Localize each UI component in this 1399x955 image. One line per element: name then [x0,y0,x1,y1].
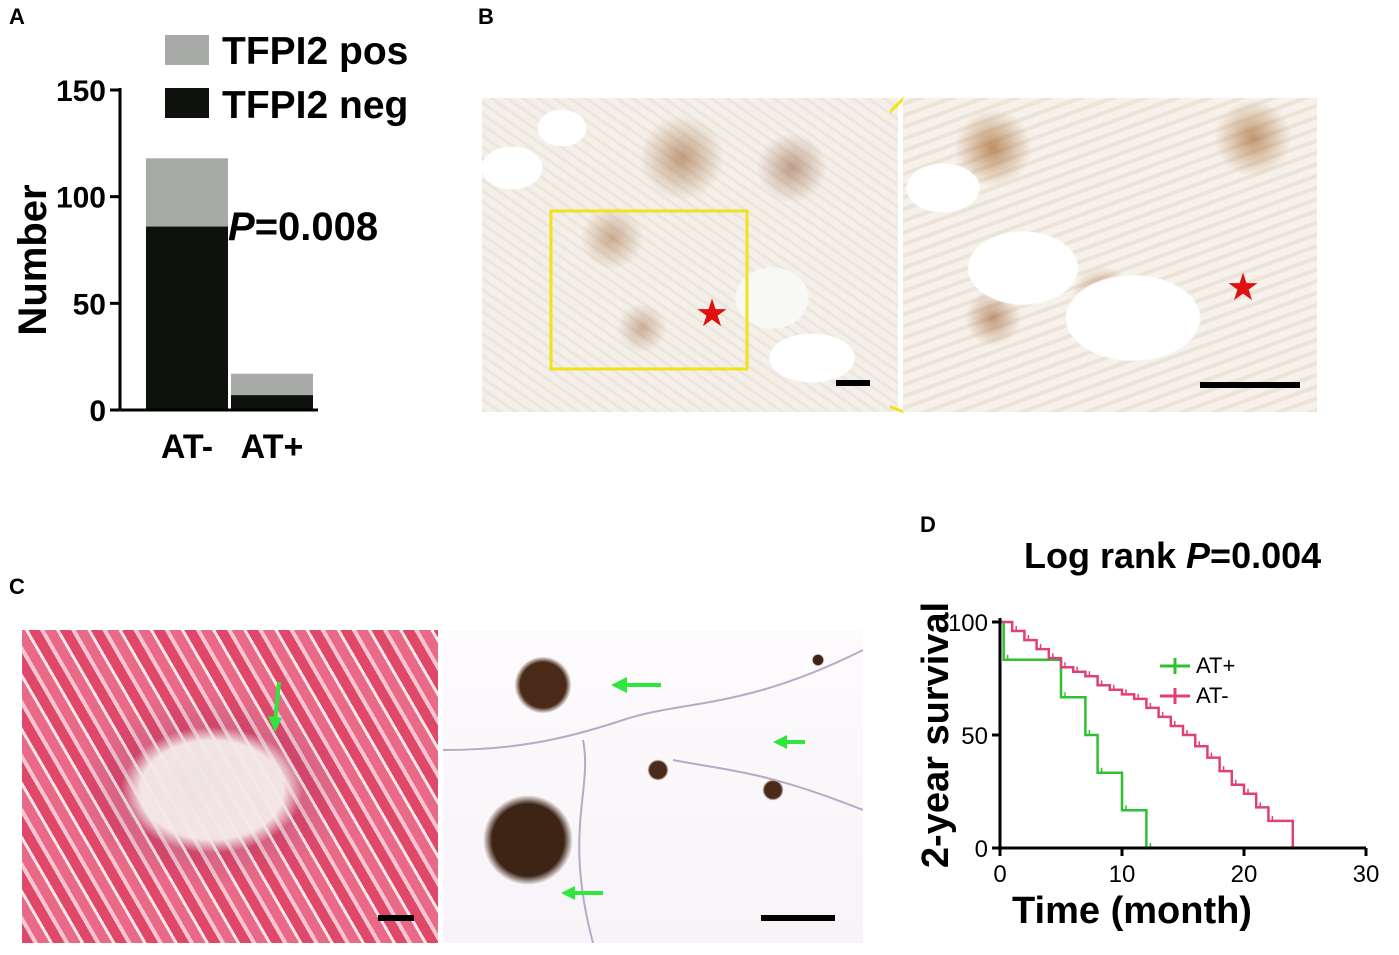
x-tick-label-d: 30 [1353,861,1380,888]
bar-AT--tfpi2-pos [146,158,228,227]
legend-label-neg: TFPI2 neg [222,84,408,127]
y-tick-label-d: 50 [961,723,988,750]
y-axis-label: Number [11,184,55,335]
green-arrow [273,681,281,723]
x-tick-label-d: 10 [1109,861,1136,888]
scale-bar [836,380,870,386]
melanin-micrograph [443,630,863,943]
x-tick-label-d: 20 [1231,861,1258,888]
legend: TFPI2 pos TFPI2 neg [165,30,408,127]
y-tick-label: 100 [56,182,106,215]
panel-label-b: B [478,4,494,29]
y-axis-label-d: 2-year survival [915,602,957,868]
y-tick-label: 150 [56,75,106,108]
legend-swatch-neg [165,88,209,118]
y-tick-label: 0 [89,395,106,428]
zoom-region-box [549,209,749,371]
survival-line-atplus [1000,620,1148,848]
ihc-micrograph-low-mag: ★ [482,98,898,412]
log-rank-annotation: Log rank P=0.004 [1024,535,1321,576]
scale-bar-c1 [378,915,414,921]
x-axis-label-d: Time (month) [1012,890,1252,932]
panel-label-a: A [9,4,25,29]
bar-AT+-tfpi2-neg [231,395,313,410]
y-tick-label-d: 100 [948,610,988,637]
log-rank-label: Log rank [1024,535,1186,576]
x-tick-label-d: 0 [993,861,1006,888]
lumen-star-marker-zoom: ★ [1226,267,1260,309]
legend-d: AT+ AT- [1160,653,1235,708]
survival-curve-chart: Log rank P=0.004 0 50 100 0 10 20 30 2-year su… [915,535,1380,932]
p-value-annotation: P=0.008 [228,205,378,249]
green-arrows [561,677,805,900]
panel-label-d: D [920,512,936,537]
legend-label-atminus: AT- [1196,683,1229,708]
y-tick-label-d: 0 [975,836,988,863]
p-value: =0.008 [255,205,378,249]
legend-swatch-pos [165,35,209,65]
he-micrograph-muscle [22,630,438,943]
legend-label-pos: TFPI2 pos [222,30,408,73]
y-tick-label: 50 [73,288,106,321]
ihc-micrograph-high-mag: ★ [903,98,1317,412]
lumen-star-marker: ★ [695,293,729,335]
green-arrowhead [268,716,282,732]
panel-label-c: C [9,574,25,599]
p-value-d: =0.004 [1210,535,1321,576]
p-symbol-d: P [1186,535,1211,576]
bar-AT--tfpi2-neg [146,226,228,410]
p-symbol: P [228,205,255,249]
scale-bar-c2 [761,915,835,921]
x-tick-label: AT+ [241,428,304,466]
bar-AT+-tfpi2-pos [231,373,313,396]
legend-label-atplus: AT+ [1196,653,1235,678]
stacked-bar-chart: AT- AT+ 0 50 100 150 Number TFPI2 pos TFPI2 n… [11,30,408,466]
x-tick-label: AT- [161,428,213,466]
scale-bar-zoom [1200,382,1300,388]
